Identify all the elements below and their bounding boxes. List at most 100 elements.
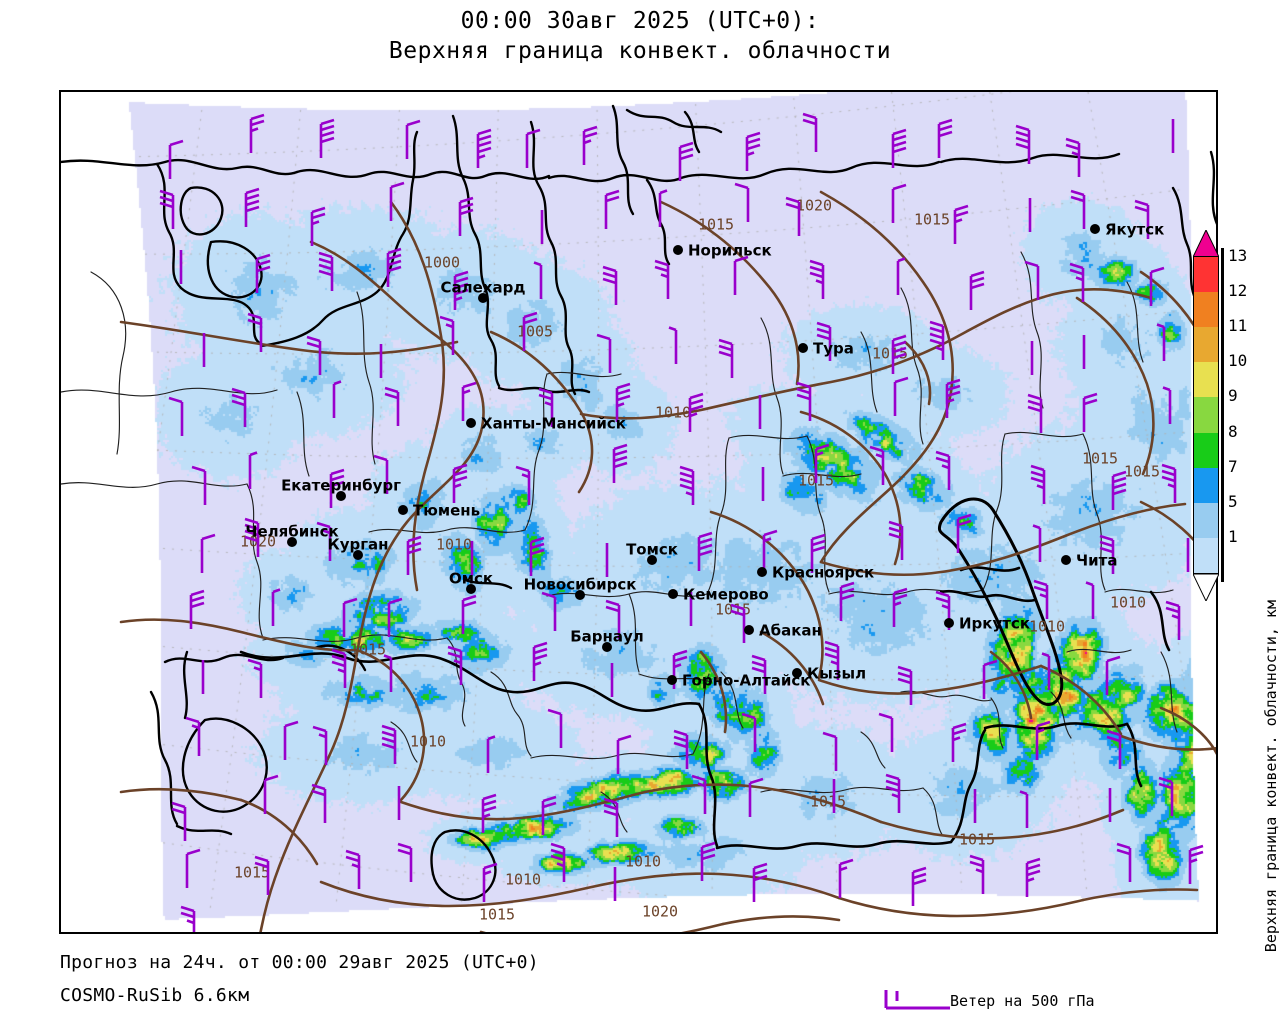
city-label: Челябинск xyxy=(245,523,338,541)
wind-barb xyxy=(319,118,335,158)
isobar-2 xyxy=(389,200,446,592)
wind-barb xyxy=(522,311,538,351)
colorbar-tick-7: 7 xyxy=(1228,456,1238,476)
admin-border-31 xyxy=(720,671,744,729)
wind-barb xyxy=(969,854,985,894)
wind-barb xyxy=(439,315,455,355)
isobar-15 xyxy=(709,510,824,680)
wind-barb xyxy=(171,801,187,841)
admin-border-39 xyxy=(1160,651,1178,733)
isobar-11 xyxy=(355,648,426,802)
isobar-17 xyxy=(1039,664,1123,736)
wind-barb xyxy=(1161,463,1177,503)
wind-barb xyxy=(616,734,632,774)
wind-barb xyxy=(185,716,201,756)
city-marker xyxy=(1061,555,1071,565)
wind-barb xyxy=(247,312,263,352)
colorbar-tick-12: 12 xyxy=(1228,281,1248,301)
wind-barb xyxy=(283,720,299,760)
isobar-label: 1010 xyxy=(436,536,472,554)
admin-border-26 xyxy=(782,472,862,478)
wind-barb xyxy=(654,259,670,299)
admin-border-12 xyxy=(628,593,640,673)
wind-barb xyxy=(891,183,907,223)
wind-barb xyxy=(1106,729,1122,769)
wind-barb xyxy=(691,774,707,814)
wind-barb xyxy=(945,378,961,418)
isobar-label: 1010 xyxy=(655,404,691,422)
wind-barb xyxy=(612,443,628,483)
colorbar-band-10 xyxy=(1194,362,1218,398)
wind-barb xyxy=(529,536,545,576)
national-border-6 xyxy=(939,589,1037,603)
colorbar-band-5 xyxy=(1194,502,1218,538)
wind-barb xyxy=(311,783,327,823)
wind-barb xyxy=(762,529,778,569)
wind-barb xyxy=(231,387,247,427)
isobar-label: 1015 xyxy=(479,906,515,924)
coastline-21 xyxy=(175,824,233,836)
isobar-29 xyxy=(479,922,725,932)
wind-barb xyxy=(796,381,812,421)
city-label: Абакан xyxy=(759,622,822,640)
isobar-label: 1015 xyxy=(1082,450,1118,468)
isobar-0 xyxy=(259,240,485,932)
wind-barb xyxy=(745,131,761,171)
wind-barb xyxy=(255,253,271,293)
isobar-20 xyxy=(799,410,902,566)
wind-barb xyxy=(893,376,909,416)
national-border-0 xyxy=(239,650,701,713)
wind-barb xyxy=(345,849,361,889)
wind-barb xyxy=(824,640,840,680)
colorbar-band-9 xyxy=(1194,397,1218,433)
city-label: Новосибирск xyxy=(524,576,637,594)
wind-barb xyxy=(383,654,393,692)
wind-barb xyxy=(482,862,498,902)
wind-barb xyxy=(406,535,422,575)
admin-border-14 xyxy=(490,671,532,757)
city-label: Кызыл xyxy=(807,665,866,683)
isobar-8 xyxy=(1075,296,1155,476)
city-label: Салехард xyxy=(441,279,526,297)
coastline-3 xyxy=(206,240,263,299)
isobar-7 xyxy=(819,502,1187,577)
colorbar-band-7 xyxy=(1194,467,1218,503)
city-label: Томск xyxy=(626,541,678,559)
coastline-16 xyxy=(939,152,1121,164)
wind-barb xyxy=(453,270,469,310)
coastline-14 xyxy=(679,160,941,180)
coastline-22 xyxy=(183,650,189,720)
isobar-22 xyxy=(699,650,728,734)
isobar-26 xyxy=(1081,888,1199,902)
coastline-6 xyxy=(429,170,551,181)
model-info: COSMO-RuSib 6.6км xyxy=(60,985,250,1006)
admin-border-3 xyxy=(246,483,264,639)
weather-map[interactable]: 1000 1005 1015 1020 1015 1010 1015 1015 1015 1015… xyxy=(59,90,1218,934)
wind-barb xyxy=(969,270,985,310)
wind-barb xyxy=(730,603,746,643)
wind-barb xyxy=(200,533,216,573)
wind-barb xyxy=(1111,470,1127,510)
city-marker xyxy=(1090,224,1100,234)
wind-barb xyxy=(816,321,832,361)
wind-barb xyxy=(386,247,402,287)
city-marker xyxy=(398,505,408,515)
wind-barb xyxy=(605,599,621,639)
wind-barb xyxy=(785,196,801,236)
coastline-10 xyxy=(547,173,683,183)
admin-border-18 xyxy=(728,434,808,440)
isobar-16 xyxy=(817,664,1043,695)
wind-barb xyxy=(953,204,969,244)
wind-barb xyxy=(547,708,563,748)
city-marker xyxy=(944,618,954,628)
wind-barb xyxy=(1035,720,1051,760)
colorbar-band-8 xyxy=(1194,432,1218,468)
colorbar-tick-13: 13 xyxy=(1228,246,1248,265)
isobar-label: 1010 xyxy=(1029,618,1065,636)
coastline-20 xyxy=(149,690,179,826)
isobar-24 xyxy=(585,872,841,900)
city-marker xyxy=(575,590,585,600)
colorbar-tick-8: 8 xyxy=(1228,421,1238,441)
coastline-9 xyxy=(529,120,577,396)
wind-barb xyxy=(1025,857,1041,897)
